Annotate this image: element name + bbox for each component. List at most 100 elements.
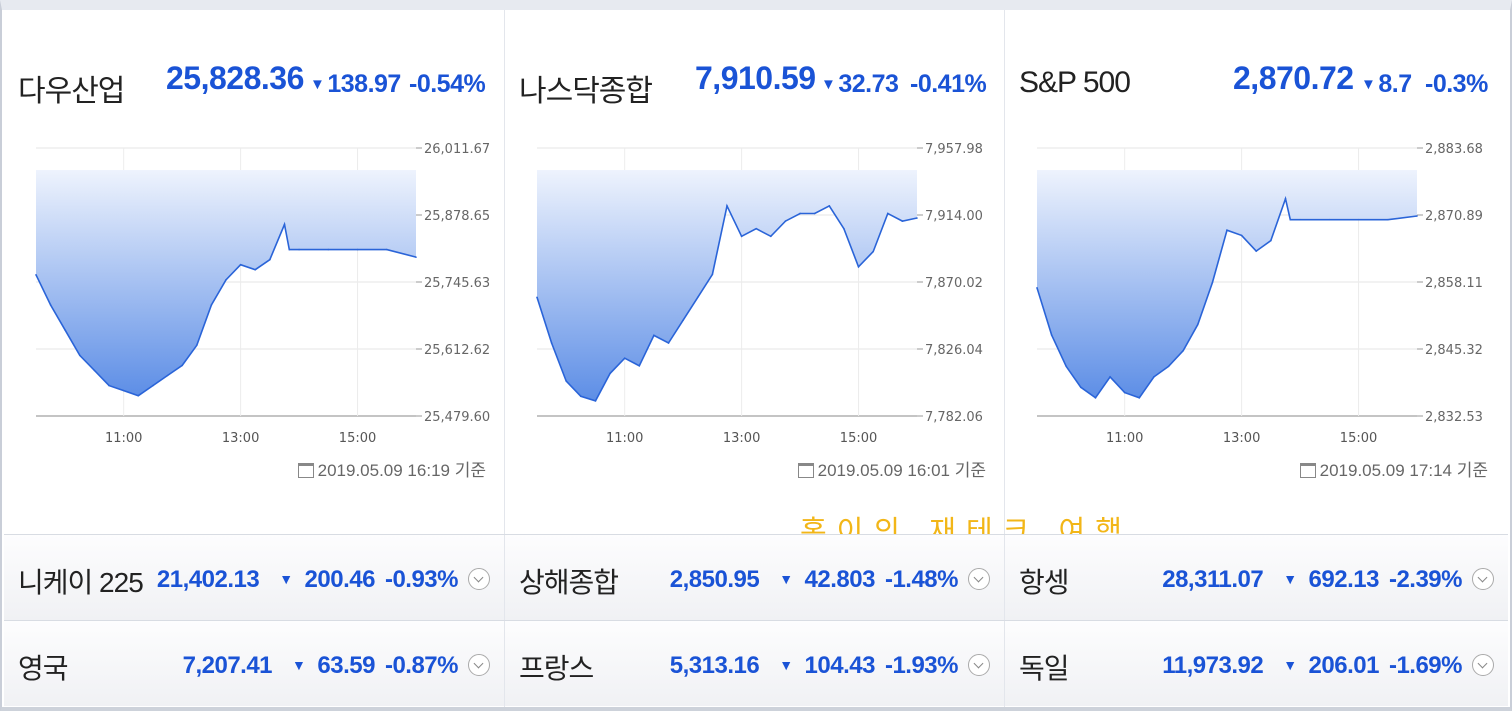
index-percent: -1.93% [884, 652, 959, 679]
data-point [137, 394, 140, 397]
data-point [1357, 218, 1360, 221]
index-price: 2,850.95 [669, 566, 760, 593]
index-percent: -0.3% [1425, 70, 1488, 98]
data-point [35, 273, 37, 276]
down-triangle-icon: ▼ [1283, 657, 1297, 673]
down-triangle-icon: ▼ [779, 571, 793, 587]
data-point [79, 354, 81, 357]
index-name: 독일 [1019, 653, 1070, 684]
index-change: ▼ 63.59 [292, 652, 375, 679]
data-point [1211, 281, 1214, 284]
index-cell-germany[interactable]: 독일 11,973.92 ▼ 206.01 -1.69% [1004, 621, 1508, 707]
y-tick-label: 2,832.53 [1425, 410, 1483, 425]
index-panel-sp500[interactable]: S&P 500 2,870.72 ▼ 8.7 -0.3% 2,883.68 2,87… [1004, 10, 1508, 534]
expand-chevron-icon[interactable] [1472, 568, 1494, 590]
x-tick-label: 13:00 [222, 431, 259, 446]
data-point [49, 304, 52, 306]
data-point [1240, 234, 1243, 237]
index-percent: -0.87% [384, 652, 459, 679]
index-name: 나스닥종합 [519, 75, 653, 108]
index-cell-shanghai[interactable]: 상해종합 2,850.95 ▼ 42.803 -1.48% [504, 535, 1004, 621]
data-point [594, 400, 597, 402]
data-point [916, 217, 918, 219]
expand-chevron-icon[interactable] [468, 568, 490, 590]
index-change: ▼ 32.73 [821, 70, 899, 98]
index-panel-nasdaq[interactable]: 나스닥종합 7,910.59 ▼ 32.73 -0.41% 7,957.98 7,9… [504, 10, 1004, 534]
data-point [64, 329, 67, 331]
expand-chevron-icon[interactable] [968, 654, 990, 676]
y-tick-label: 25,612.62 [424, 343, 490, 358]
calendar-clock-icon [1299, 463, 1316, 478]
data-point [653, 334, 655, 337]
data-point [210, 304, 213, 306]
data-point [799, 212, 801, 215]
expand-chevron-icon[interactable] [1472, 654, 1494, 676]
data-point [122, 389, 125, 392]
data-point [415, 256, 417, 258]
intraday-chart: 7,957.98 7,914.00 7,870.02 7,826.04 7,782.06… [536, 142, 983, 446]
y-tick-label: 7,870.02 [925, 276, 983, 291]
data-point [667, 342, 670, 344]
data-point [283, 223, 286, 226]
data-point [536, 296, 538, 299]
data-point [385, 248, 388, 251]
down-triangle-icon: ▼ [1283, 571, 1297, 587]
timestamp: 2019.05.09 16:01 기준 [797, 456, 986, 481]
index-values: 7,207.41 ▼ 63.59 -0.87% [173, 651, 490, 680]
data-point [1109, 376, 1111, 378]
index-cell-hangseng[interactable]: 항셍 28,311.07 ▼ 692.13 -2.39% [1004, 535, 1508, 621]
y-tick-label: 26,011.67 [424, 142, 490, 157]
data-point [195, 344, 198, 347]
index-change: ▼ 138.97 [310, 70, 401, 98]
index-cell-france[interactable]: 프랑스 5,313.16 ▼ 104.43 -1.93% [504, 621, 1004, 707]
data-point [770, 235, 772, 238]
down-triangle-icon: ▼ [779, 657, 793, 673]
index-values: 2,850.95 ▼ 42.803 -1.48% [660, 565, 990, 594]
index-name: 다우산업 [18, 75, 125, 108]
index-change: ▼ 692.13 [1283, 566, 1379, 593]
down-triangle-icon: ▼ [1361, 76, 1376, 93]
data-point [1167, 365, 1170, 368]
down-triangle-icon: ▼ [310, 76, 325, 93]
index-row: 니케이 225 21,402.13 ▼ 200.46 -0.93% 상해종합 2,85… [4, 534, 1508, 621]
index-cell-uk[interactable]: 영국 7,207.41 ▼ 63.59 -0.87% [4, 621, 504, 707]
index-name: 상해종합 [519, 567, 619, 598]
index-values: 21,402.13 ▼ 200.46 -0.93% [147, 565, 490, 594]
y-tick-label: 25,479.60 [424, 410, 490, 425]
series-line [1036, 195, 1418, 399]
data-point [1036, 286, 1038, 289]
down-triangle-icon: ▼ [292, 657, 306, 673]
data-point [696, 296, 699, 299]
data-point [784, 220, 787, 222]
index-price: 5,313.16 [669, 652, 760, 679]
index-name: 니케이 225 [18, 567, 144, 598]
y-tick-label: 2,870.89 [1425, 209, 1483, 224]
index-percent: -2.39% [1388, 566, 1463, 593]
data-point [1270, 239, 1272, 242]
index-price: 21,402.13 [156, 566, 260, 593]
data-point [1138, 397, 1141, 399]
index-panel-dow[interactable]: 다우산업 25,828.36 ▼ 138.97 -0.54% 26,011.67 2… [4, 10, 504, 534]
index-name: 영국 [18, 653, 69, 684]
index-values: 11,973.92 ▼ 206.01 -1.69% [1152, 651, 1494, 680]
data-point [682, 319, 684, 321]
data-point [901, 220, 904, 222]
index-change: ▼ 104.43 [779, 652, 875, 679]
data-point [1299, 218, 1301, 221]
index-change: ▼ 200.46 [279, 566, 375, 593]
index-name: S&P 500 [1019, 66, 1131, 99]
data-point [152, 384, 154, 387]
expand-chevron-icon[interactable] [468, 654, 490, 676]
intraday-chart: 2,883.68 2,870.89 2,858.11 2,845.32 2,832.53… [1036, 142, 1483, 446]
area-fill [1037, 170, 1417, 398]
series-line [35, 221, 417, 397]
y-tick-label: 2,845.32 [1425, 343, 1483, 358]
x-tick-label: 13:00 [1223, 431, 1260, 446]
expand-chevron-icon[interactable] [968, 568, 990, 590]
data-point [726, 205, 728, 207]
index-cell-nikkei[interactable]: 니케이 225 21,402.13 ▼ 200.46 -0.93% [4, 535, 504, 621]
index-change: ▼ 42.803 [779, 566, 875, 593]
data-point [288, 248, 291, 251]
x-tick-label: 11:00 [1106, 431, 1143, 446]
